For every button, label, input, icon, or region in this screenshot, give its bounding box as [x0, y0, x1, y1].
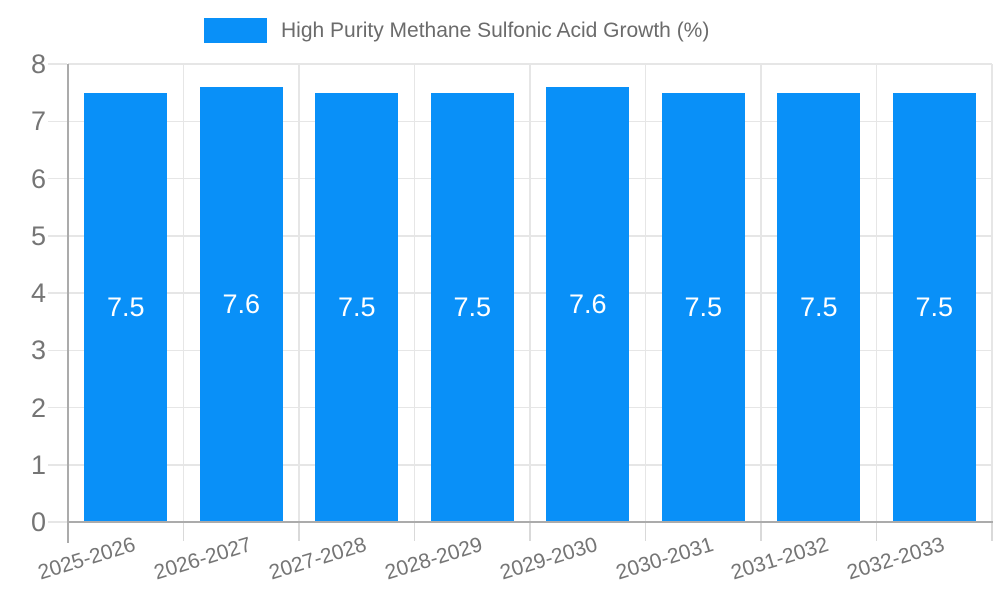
bar: 7.5 [84, 92, 168, 522]
y-tick-label: 5 [30, 220, 46, 251]
bar-value-label: 7.6 [222, 288, 261, 319]
bar-value-label: 7.5 [106, 291, 145, 322]
y-tick-mark [48, 63, 67, 65]
x-tick-label: 2031-2032 [728, 533, 832, 585]
bar: 7.5 [430, 92, 514, 522]
x-tick-mark [298, 523, 300, 541]
y-tick-mark [48, 349, 67, 351]
y-tick-label: 8 [30, 49, 46, 79]
bar-value-label: 7.5 [915, 291, 954, 322]
x-tick-label: 2028-2029 [382, 533, 485, 585]
y-tick-label: 1 [30, 449, 46, 480]
y-tick-mark [48, 464, 67, 466]
x-tick-mark [991, 523, 993, 541]
y-tick-label: 7 [30, 106, 46, 137]
x-tick-label: 2032-2033 [844, 533, 947, 585]
x-tick-label: 2025-2026 [35, 533, 139, 585]
legend-swatch [204, 18, 267, 43]
bar: 7.6 [199, 86, 283, 522]
bar: 7.5 [661, 92, 745, 522]
y-tick-label: 4 [30, 278, 46, 308]
v-gridline [529, 64, 531, 522]
bar: 7.5 [892, 92, 976, 522]
v-gridline [298, 64, 300, 522]
y-tick-label: 3 [30, 335, 46, 366]
v-gridline [875, 64, 878, 522]
x-tick-mark [529, 523, 531, 541]
y-tick-mark [48, 406, 67, 409]
v-gridline [413, 64, 416, 522]
bar-value-label: 7.5 [337, 291, 376, 322]
x-tick-mark [644, 523, 647, 541]
y-axis-line [67, 64, 69, 543]
bar: 7.5 [777, 92, 861, 522]
y-tick-mark [48, 521, 67, 523]
legend: High Purity Methane Sulfonic Acid Growth… [204, 18, 709, 43]
y-tick-label: 2 [30, 392, 46, 423]
bar-value-label: 7.5 [453, 291, 492, 322]
bar: 7.6 [546, 86, 630, 522]
x-tick-mark [760, 523, 762, 541]
x-tick-label: 2026-2027 [151, 533, 254, 585]
y-tick-mark [48, 120, 67, 122]
x-tick-label: 2029-2030 [497, 533, 601, 585]
bar-value-label: 7.5 [799, 291, 838, 322]
x-axis-line [67, 521, 993, 523]
y-tick-label: 0 [30, 507, 46, 537]
x-tick-mark [182, 523, 185, 541]
v-gridline [991, 64, 993, 522]
v-gridline [760, 64, 762, 522]
y-tick-label: 6 [30, 163, 46, 194]
x-tick-label: 2030-2031 [613, 533, 716, 585]
y-tick-mark [48, 292, 67, 294]
x-tick-mark [413, 523, 416, 541]
bar: 7.5 [315, 92, 399, 522]
legend-label: High Purity Methane Sulfonic Acid Growth… [281, 18, 710, 42]
v-gridline [182, 64, 185, 522]
v-gridline [644, 64, 647, 522]
bar-value-label: 7.5 [684, 291, 723, 322]
bar-value-label: 7.6 [568, 288, 607, 319]
x-tick-mark [875, 523, 878, 541]
x-tick-label: 2027-2028 [266, 533, 370, 585]
y-tick-mark [48, 235, 67, 237]
y-tick-mark [48, 177, 67, 180]
plot-area: 7.5 7.6 7.5 7.5 7.6 7.5 7.5 7.5 [68, 63, 993, 522]
